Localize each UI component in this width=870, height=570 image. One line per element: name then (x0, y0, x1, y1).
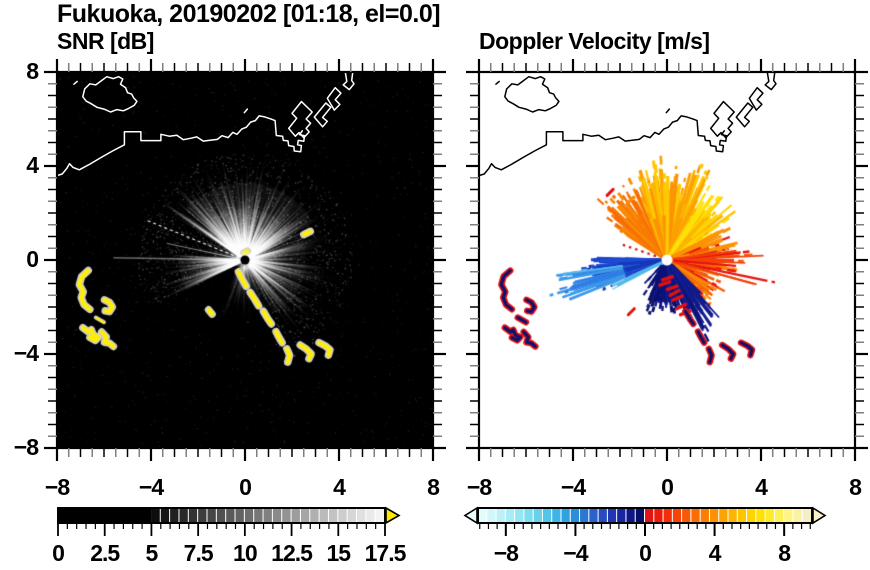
tick-label: 4 (755, 474, 768, 500)
tick-label: 5 (145, 540, 159, 566)
vel-colorbar (463, 506, 827, 536)
vel-underflow-arrow (463, 506, 478, 525)
tick-label: 8 (26, 58, 39, 84)
tick-label: 0 (26, 246, 39, 272)
tick-label: −8 (466, 474, 492, 500)
snr-axes-frame (44, 59, 446, 461)
tick-label: −4 (560, 474, 586, 500)
tick-label: −4 (138, 474, 164, 500)
coastline (57, 72, 355, 177)
tick-label: 0 (52, 540, 65, 566)
tick-label: −8 (44, 474, 70, 500)
vel-panel-title: Doppler Velocity [m/s] (479, 28, 710, 54)
tick-label: 4 (333, 474, 346, 500)
tick-label: 12.5 (271, 540, 313, 566)
snr-panel-title: SNR [dB] (57, 28, 154, 54)
coastline (479, 72, 777, 177)
tick-label: −4 (13, 340, 39, 366)
tick-label: 7.5 (183, 540, 214, 566)
snr-overflow-arrow (385, 506, 401, 525)
tick-label: 15 (326, 540, 351, 566)
tick-label: 8 (427, 474, 440, 500)
tick-label: 17.5 (364, 540, 407, 566)
vel-overflow-arrow (812, 506, 827, 525)
tick-label: 4 (26, 152, 39, 178)
tick-label: −4 (563, 540, 588, 566)
tick-label: 0 (239, 474, 252, 500)
tick-label: 2.5 (90, 540, 120, 566)
snr-ppi-image (57, 72, 433, 448)
tick-label: 0 (661, 474, 674, 500)
tick-label: −8 (493, 540, 519, 566)
vel-ppi-image (479, 72, 855, 448)
vel-axes-frame (466, 59, 868, 461)
tick-label: 8 (778, 540, 791, 566)
tick-label: 10 (233, 540, 258, 566)
tick-label: 8 (849, 474, 862, 500)
tick-label: 4 (708, 540, 722, 566)
tick-label: −8 (13, 434, 39, 460)
tick-label: 0 (639, 540, 652, 566)
figure-title: Fukuoka, 20190202 [01:18, el=0.0] (57, 0, 441, 28)
snr-colorbar (57, 506, 401, 536)
